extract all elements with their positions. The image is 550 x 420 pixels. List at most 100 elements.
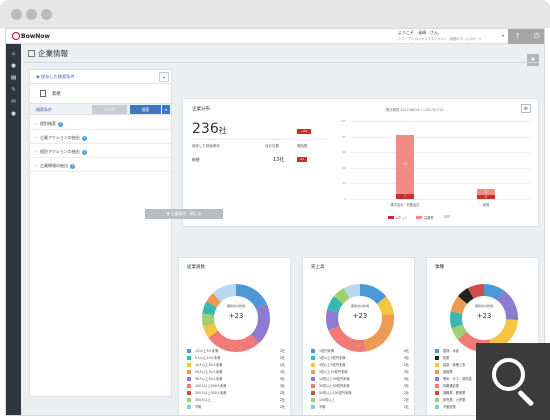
grid-line — [350, 136, 530, 138]
donut-legend-row[interactable]: 30人以上50人未満 5社 — [187, 376, 285, 382]
legend-item[interactable] — [444, 215, 452, 219]
donut-center-label: 期間内の新規 — [350, 304, 369, 308]
edit-icon[interactable]: ✎ — [11, 87, 16, 93]
legend-count: 2社 — [403, 363, 409, 367]
saved-conditions-select[interactable]: ◉ 保存した検索条件 ▾ — [30, 70, 171, 84]
donut-segment[interactable] — [202, 284, 270, 352]
donut-legend-row[interactable]: 1億以上3億円未満 3社 — [311, 355, 409, 361]
donut-segment[interactable] — [202, 284, 270, 352]
settings-button[interactable]: ⚙ — [521, 104, 531, 113]
gear-icon: ⚙ — [523, 106, 529, 112]
donut-segment[interactable] — [326, 284, 394, 352]
help-button[interactable]: ? — [508, 29, 527, 44]
legend-label: 1億以上3億円未満 — [319, 356, 346, 360]
mail-icon[interactable]: ✉ — [11, 99, 16, 105]
legend-swatch — [435, 349, 439, 353]
user-name: ようこそ 長崎 さん — [398, 30, 438, 35]
donut-legend-row[interactable]: 1億円未満 4社 — [311, 348, 409, 354]
legend-label: 50億以上100億円未満 — [319, 391, 352, 395]
donut-svg — [202, 284, 270, 352]
zoom-button[interactable] — [476, 343, 550, 420]
search-section-3[interactable]: › 個別アクションの抽出? — [30, 145, 171, 158]
help-icon[interactable]: ? — [58, 122, 63, 127]
y-tick-label: 60 — [342, 150, 346, 155]
search-section-text: 個別アクションの抽出 — [40, 149, 80, 154]
window-minimize-dot[interactable] — [26, 9, 37, 20]
donut-segment[interactable] — [450, 284, 518, 352]
donut-legend-row[interactable]: 5人以上10人未満 2社 — [187, 355, 285, 361]
question-circle-icon: ? — [515, 32, 520, 40]
legend-label: 20人以上30人未満 — [195, 370, 223, 374]
legend-count: 3社 — [403, 356, 409, 360]
chevron-right-icon: › — [35, 121, 37, 126]
donut-legend-row[interactable]: 20人以上30人未満 3社 — [187, 369, 285, 375]
user-menu[interactable]: ようこそ 長崎 さん クラ・プリ ロイヤルマネジメント 管理のホームスポーツ ▾ — [394, 30, 506, 42]
new-condition-item[interactable]: 新規 — [30, 88, 171, 102]
donut-segment[interactable] — [202, 284, 270, 352]
donut-legend-row[interactable]: 30億以上50億円未満 3社 — [311, 383, 409, 389]
summary-divider — [192, 139, 327, 140]
help-icon[interactable]: ? — [81, 136, 87, 141]
donut-legend-row[interactable]: 10億以上30億円未満 4社 — [311, 376, 409, 382]
donut-card-title: 業種 — [435, 265, 444, 270]
donut-legend-row[interactable]: 50億以上100億円未満 2社 — [311, 390, 409, 396]
donut-segment[interactable] — [326, 284, 394, 352]
donut-center-value: +23 — [228, 312, 244, 320]
window-maximize-dot[interactable] — [41, 9, 52, 20]
donut-segment[interactable] — [450, 284, 518, 352]
page-title-icon — [28, 50, 35, 57]
toggle-ratio-button[interactable]: ▼ 企業割合 閉じる — [145, 209, 223, 219]
search-section-2[interactable]: › 企業アクションの抽出? — [30, 131, 171, 144]
donut-legend-row[interactable]: 200人以上300人未満 2社 — [187, 390, 285, 396]
legend-swatch — [187, 405, 191, 409]
settings-icon[interactable]: ● — [11, 111, 16, 117]
search-section-label: 個別検索? — [40, 121, 63, 127]
donut-segment[interactable] — [326, 284, 394, 352]
logo[interactable]: BowNow — [12, 32, 50, 40]
donut-segment[interactable] — [450, 284, 518, 352]
donut-segment[interactable] — [202, 284, 270, 352]
bookmark-button[interactable]: ★ — [527, 54, 539, 66]
search-section-1[interactable]: › 個別検索? — [30, 117, 171, 130]
bar-segment[interactable]: 7 — [396, 193, 414, 199]
legend-count: 2社 — [279, 349, 285, 353]
donut-legend-row[interactable]: 3億以上5億円未満 2社 — [311, 362, 409, 368]
bar-segment[interactable]: 23 — [396, 135, 414, 194]
donut-legend-row[interactable]: 5億以上10億円未満 3社 — [311, 369, 409, 375]
legend-swatch — [187, 349, 191, 353]
person-icon[interactable]: ● — [11, 63, 16, 69]
home-icon[interactable]: ⌂ — [11, 51, 16, 57]
donut-segment[interactable] — [326, 284, 394, 352]
search-button[interactable]: 検索 — [130, 105, 161, 114]
legend-swatch — [187, 356, 191, 360]
help-icon[interactable]: ? — [70, 164, 75, 169]
legend-item[interactable]: 高確率 — [416, 215, 434, 220]
search-options-button[interactable]: ▾ — [162, 105, 170, 114]
donut-legend-row[interactable]: 1人以上5人未満 2社 — [187, 348, 285, 354]
legend-item[interactable]: Aホット — [388, 215, 408, 220]
bar-segment[interactable]: 5 — [477, 195, 495, 199]
new-condition-label: 新規 — [52, 92, 61, 97]
donut-legend-row[interactable]: 10人以上20人未満 2社 — [187, 362, 285, 368]
donut-legend-row[interactable]: 不明 2社 — [311, 404, 409, 410]
building-icon[interactable]: ▤ — [10, 75, 17, 81]
logout-button[interactable]: ⏻ — [527, 29, 544, 44]
chevron-down-icon[interactable]: ▾ — [159, 72, 169, 82]
window-close-dot[interactable] — [11, 9, 22, 20]
search-section-4[interactable]: › 企業情報の抽出? — [30, 159, 171, 172]
saved-conditions-text: 保存した検索条件 — [41, 74, 75, 79]
search-section-text: 個別検索 — [40, 121, 56, 126]
donut-legend-row[interactable]: 300人以上 2社 — [187, 397, 285, 403]
legend-swatch — [311, 356, 315, 360]
x-category-label: 新規 — [482, 203, 490, 207]
bar-segment[interactable]: 4 — [477, 188, 495, 196]
donut-legend-row[interactable]: 不明 2社 — [187, 404, 285, 410]
donut-legend-row[interactable]: 100億以上 2社 — [311, 397, 409, 403]
legend-count: 2社 — [403, 398, 409, 402]
help-icon[interactable]: ? — [81, 150, 87, 155]
clear-button[interactable]: クリア — [92, 105, 127, 114]
grid-line — [350, 121, 530, 122]
donut-legend-row[interactable]: 100人以上200人未満 3社 — [187, 383, 285, 389]
condition-row-label[interactable]: 新規 — [192, 157, 200, 162]
donut-card-title: 売上高 — [311, 265, 325, 270]
